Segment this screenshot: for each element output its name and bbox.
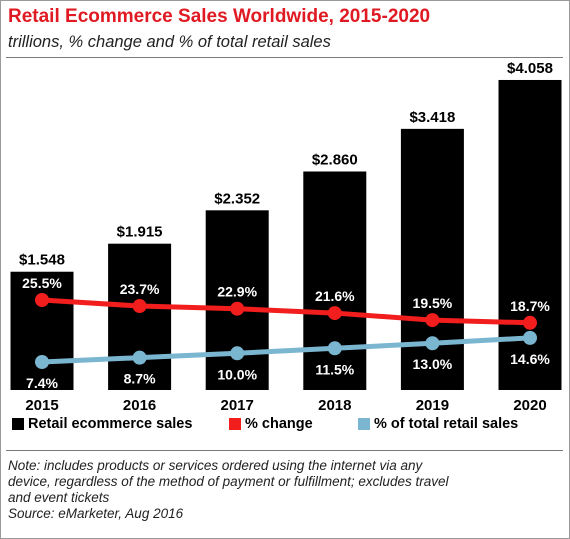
share-label: 11.5% — [315, 361, 354, 377]
share-label: 8.7% — [124, 371, 156, 387]
share-label: 7.4% — [26, 375, 58, 391]
x-tick-label: 2020 — [513, 397, 546, 414]
change-point — [327, 306, 342, 321]
legend-swatch-change — [229, 418, 241, 430]
source-line: Source: eMarketer, Aug 2016 — [8, 506, 184, 521]
change-point — [35, 293, 49, 307]
legend-swatch-share — [358, 418, 370, 430]
change-point — [132, 299, 147, 314]
bar — [205, 210, 269, 390]
bar — [400, 128, 464, 390]
share-point — [230, 346, 245, 361]
note-line: and event tickets — [8, 490, 110, 505]
share-point — [327, 341, 342, 356]
bar-value-label: $1.548 — [19, 252, 65, 269]
bar — [10, 271, 74, 390]
change-point — [425, 313, 440, 328]
notes-divider — [6, 450, 563, 451]
note-line: device, regardless of the method of paym… — [8, 474, 449, 489]
change-point — [523, 315, 537, 330]
change-label: 23.7% — [120, 281, 160, 297]
share-point — [132, 350, 147, 365]
bar-value-label: $4.058 — [507, 60, 553, 77]
chart-plot: $1.548 2015 $1.915 2016 $2.352 2017 $2.860 2018… — [10, 60, 562, 432]
change-label: 19.5% — [413, 295, 453, 311]
change-label: 22.9% — [217, 284, 257, 300]
share-label: 14.6% — [510, 351, 550, 367]
legend-label: % change — [245, 416, 313, 432]
share-point — [523, 330, 537, 345]
chart-notes: Note: includes products or services orde… — [8, 458, 564, 522]
change-label: 25.5% — [22, 275, 62, 291]
change-point — [230, 301, 245, 316]
share-line — [41, 335, 531, 365]
share-label: 10.0% — [217, 366, 257, 382]
change-label: 18.7% — [510, 298, 550, 314]
bar-value-label: $2.860 — [312, 151, 358, 168]
legend-label: % of total retail sales — [374, 416, 518, 432]
legend-swatch-bars — [12, 418, 24, 430]
share-point — [35, 355, 49, 369]
bar-value-label: $1.915 — [117, 224, 163, 241]
bar-value-label: $3.418 — [409, 109, 455, 126]
x-tick-label: 2017 — [221, 397, 254, 414]
x-tick-label: 2019 — [416, 397, 449, 414]
change-label: 21.6% — [315, 288, 355, 304]
chart-title: Retail Ecommerce Sales Worldwide, 2015-2… — [8, 6, 431, 27]
share-label: 13.0% — [413, 356, 453, 372]
bar-value-label: $2.352 — [214, 190, 260, 207]
title-divider — [6, 57, 563, 58]
bar — [108, 243, 172, 390]
share-point — [425, 336, 440, 351]
x-tick-label: 2018 — [318, 397, 351, 414]
note-line: Note: includes products or services orde… — [8, 458, 423, 473]
x-tick-label: 2016 — [123, 397, 156, 414]
x-tick-label: 2015 — [25, 397, 58, 414]
bar — [303, 171, 367, 390]
legend-label: Retail ecommerce sales — [28, 416, 192, 432]
change-line — [41, 297, 531, 326]
chart-subtitle: trillions, % change and % of total retai… — [8, 33, 331, 51]
